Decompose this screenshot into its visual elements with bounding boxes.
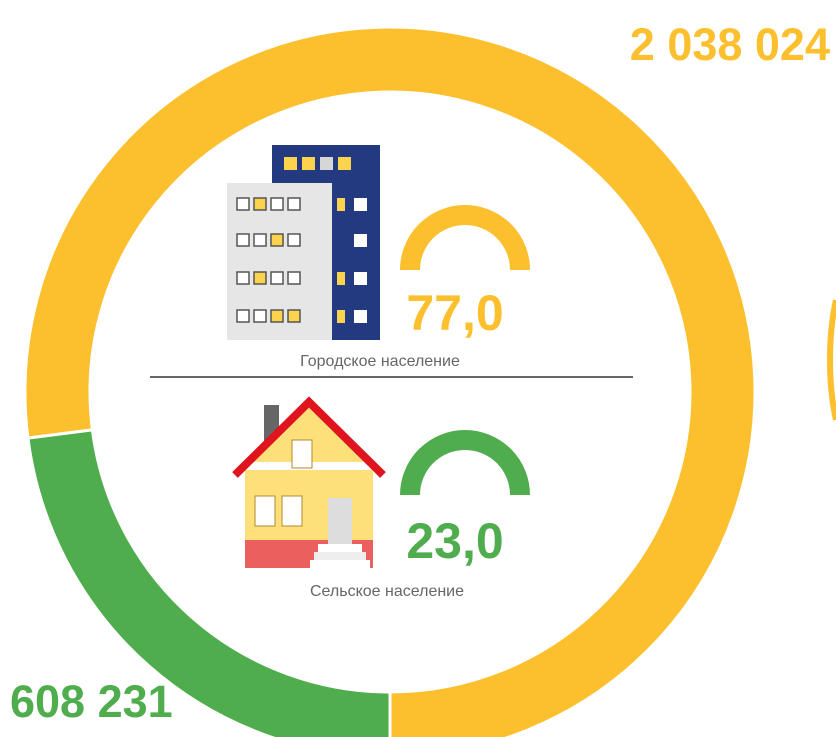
category-label: Сельское население bbox=[310, 583, 464, 600]
category-label: Городское население bbox=[300, 353, 460, 370]
gauge bbox=[400, 430, 530, 496]
donut-segment bbox=[26, 428, 392, 737]
donut bbox=[23, 25, 757, 737]
house-icon bbox=[232, 396, 386, 568]
share-label: 23,0 bbox=[406, 513, 503, 569]
decor-arc bbox=[827, 299, 836, 421]
value-label: 2 038 024 bbox=[630, 19, 830, 70]
share-label: 77,0 bbox=[406, 285, 503, 341]
gauge bbox=[400, 205, 530, 271]
value-label: 608 231 bbox=[10, 676, 173, 727]
building-icon bbox=[227, 145, 380, 340]
donut-segment bbox=[23, 25, 757, 737]
